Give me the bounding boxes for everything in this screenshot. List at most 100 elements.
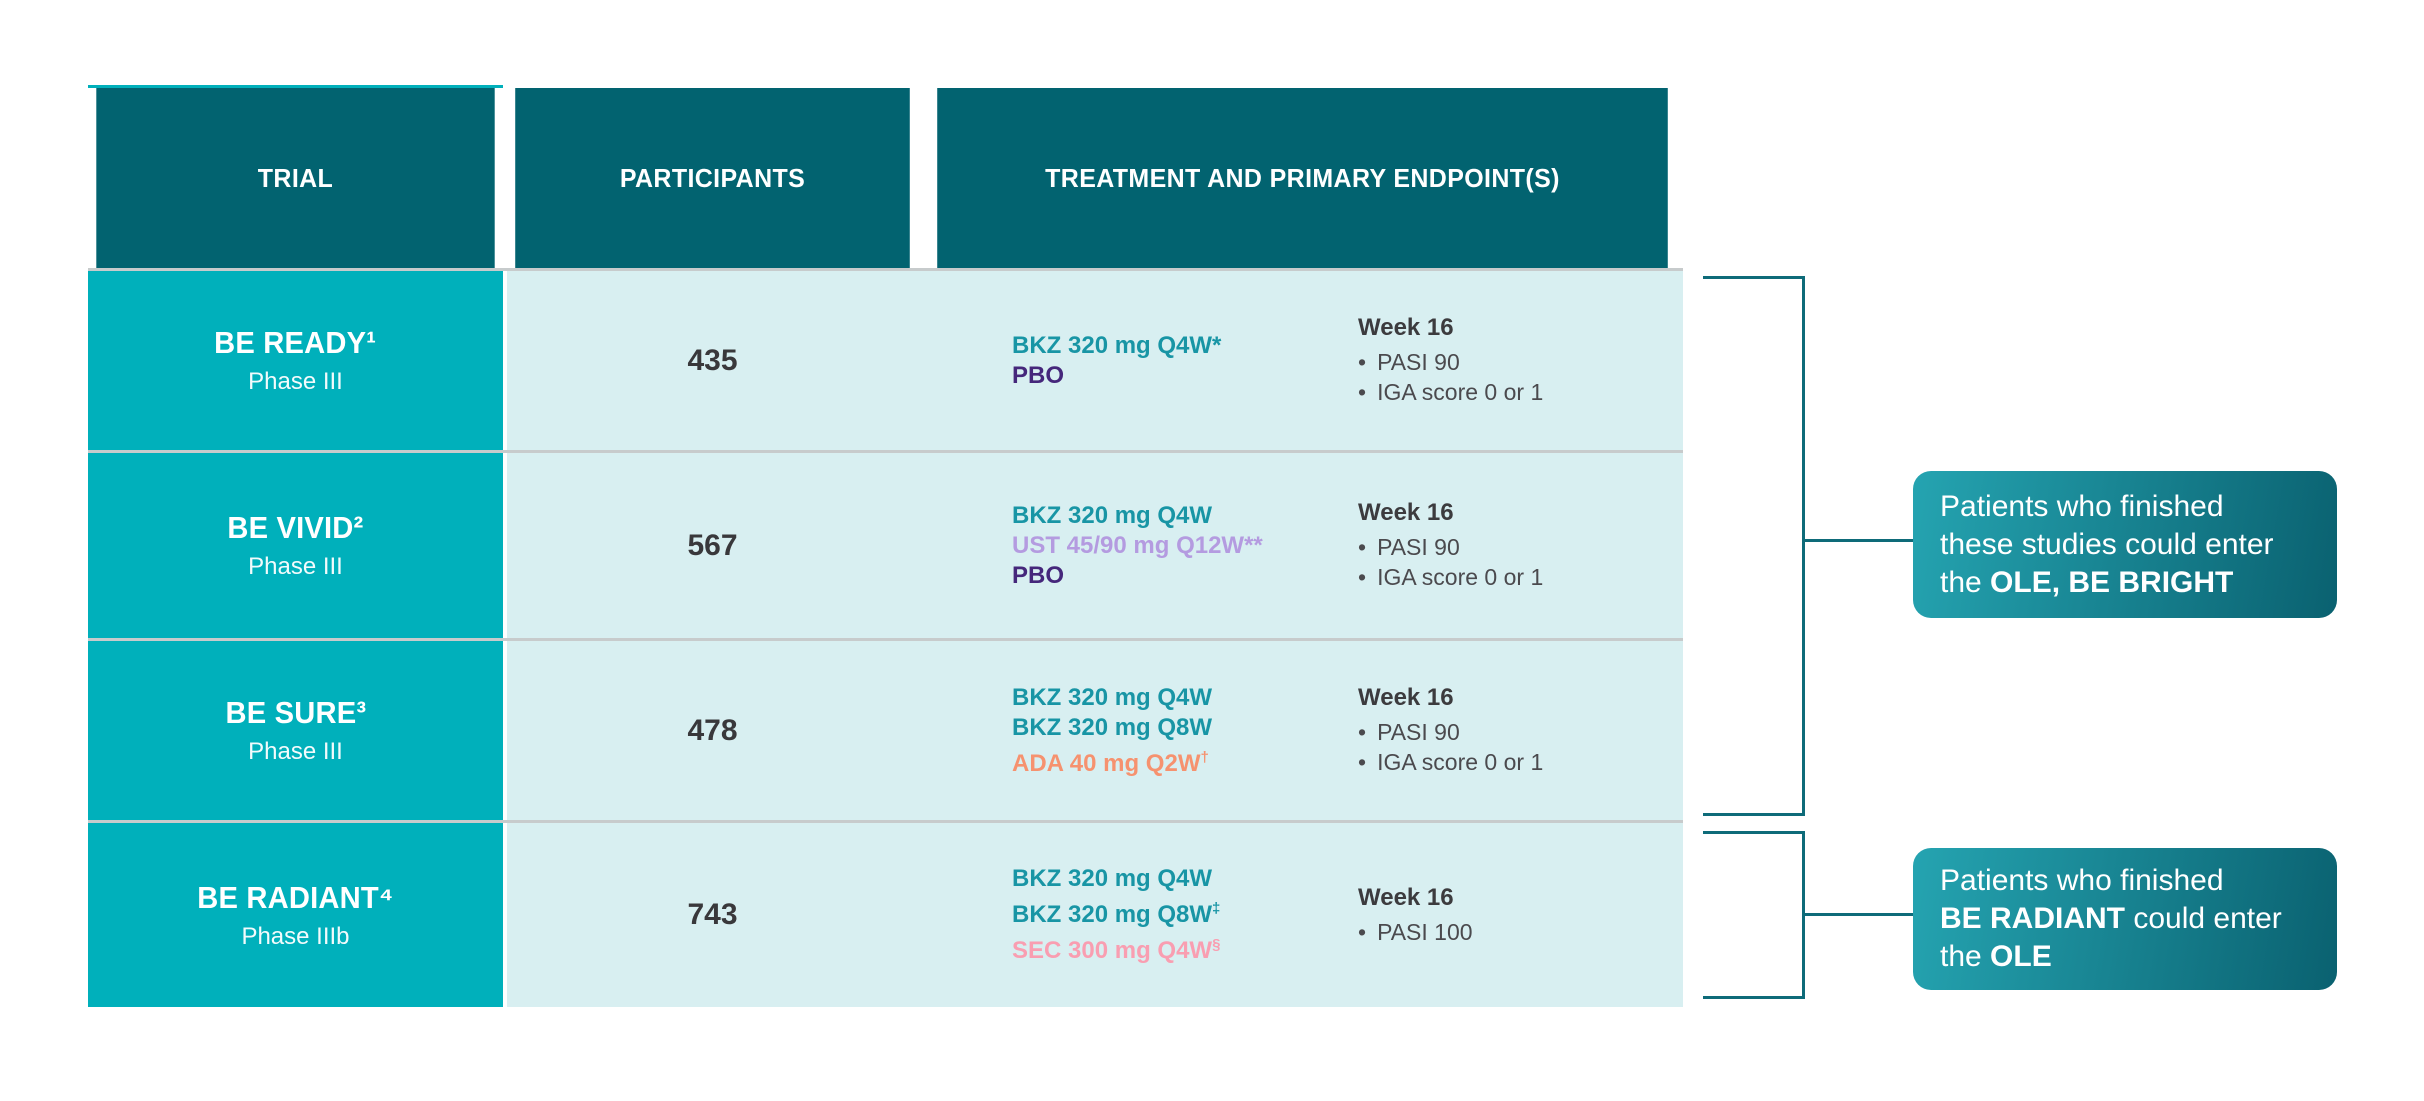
endpoint-bullet-text: IGA score 0 or 1 [1377, 564, 1544, 590]
bullet-icon: • [1358, 918, 1367, 945]
callout-text-segment: OLE, BE BRIGHT [1990, 565, 2234, 599]
column-divider [503, 641, 507, 820]
treatment-list: BKZ 320 mg Q4W BKZ 320 mg Q8W‡ SEC 300 mg … [1012, 864, 1342, 966]
treatment-line: PBO [1012, 361, 1065, 389]
treatment-list: BKZ 320 mg Q4W* PBO [1012, 331, 1342, 391]
bullet-icon: • [1358, 349, 1367, 375]
participants-value: 478 [687, 713, 738, 747]
endpoint-bullet: • PASI 90 [1358, 717, 1543, 747]
treatment-line: PBO [1012, 561, 1065, 589]
trials-table: TRIAL PARTICIPANTS TREATMENT AND PRIMARY… [88, 85, 1683, 1007]
callout-line: Patients who finished [1940, 488, 2337, 526]
treatment-line: SEC 300 mg Q4W§ [1012, 936, 1221, 964]
endpoint-bullet-text: PASI 90 [1377, 534, 1460, 560]
column-divider [503, 453, 507, 638]
row-separator [88, 820, 1683, 823]
bracket-study-4 [1703, 831, 1805, 999]
column-divider [503, 271, 507, 450]
endpoint-block: Week 16 • PASI 100 [1358, 884, 1473, 947]
callout-text-segment: Patients who finished [1940, 864, 2224, 897]
endpoint-bullet-text: PASI 90 [1377, 349, 1460, 375]
header-divider [503, 88, 507, 268]
bullet-icon: • [1358, 749, 1367, 775]
callout-line: BE RADIANT could enter [1940, 900, 2337, 938]
row-separator [88, 638, 1683, 641]
bracket-studies-1-3 [1703, 276, 1805, 816]
treatment-line: BKZ 320 mg Q4W [1012, 865, 1213, 892]
treatment-list: BKZ 320 mg Q4W BKZ 320 mg Q8W ADA 40 mg Q2… [1012, 683, 1342, 779]
callout-text-segment: the [1940, 940, 1991, 973]
trial-phase: Phase III [248, 553, 343, 580]
header-divider [918, 88, 922, 268]
endpoint-bullet: • PASI 90 [1358, 532, 1543, 562]
row-body-cell: 435 BKZ 320 mg Q4W* PBO Week 16 • PASI 90 • IGA… [507, 271, 1683, 450]
endpoint-bullet-text: IGA score 0 or 1 [1377, 749, 1544, 775]
endpoint-bullet: • IGA score 0 or 1 [1358, 747, 1543, 777]
bullet-icon: • [1358, 379, 1367, 405]
bracket-connector-2 [1805, 913, 1913, 916]
column-divider [503, 823, 507, 1007]
bullet-icon: • [1358, 534, 1367, 560]
trial-cell: BE SURE³ Phase III [88, 641, 503, 820]
trial-name: BE SURE³ [225, 695, 366, 730]
header-treatment-endpoints: TREATMENT AND PRIMARY ENDPOINT(S) [937, 88, 1668, 268]
trial-phase: Phase III [248, 368, 343, 395]
endpoint-bullet: • IGA score 0 or 1 [1358, 377, 1543, 407]
treatment-line: BKZ 320 mg Q4W [1012, 683, 1213, 711]
trial-phase: Phase IIIb [241, 922, 350, 950]
endpoint-block: Week 16 • PASI 90 • IGA score 0 or 1 [1358, 684, 1543, 777]
treatment-line: BKZ 320 mg Q4W* [1012, 331, 1222, 359]
treatment-line: BKZ 320 mg Q4W [1012, 501, 1213, 529]
callout-text-segment: could enter [2125, 902, 2282, 935]
callout-text-segment: BE RADIANT [1940, 902, 2125, 935]
callout-line: Patients who finished [1940, 862, 2337, 900]
endpoint-bullet: • PASI 90 [1358, 347, 1543, 377]
treatment-line: BKZ 320 mg Q8W‡ [1012, 900, 1221, 928]
endpoint-bullet: • IGA score 0 or 1 [1358, 562, 1543, 592]
endpoint-week: Week 16 [1358, 499, 1454, 526]
callout-line: these studies could enter [1940, 526, 2337, 564]
trial-column-top-edge [88, 85, 503, 88]
trial-phase: Phase III [248, 738, 343, 765]
endpoint-bullet-text: PASI 90 [1377, 719, 1460, 745]
table-row: BE SURE³ Phase III 478 BKZ 320 mg Q4W BKZ 32… [88, 641, 1683, 820]
treatment-footnote-mark: § [1212, 936, 1221, 953]
endpoint-bullet-text: IGA score 0 or 1 [1377, 379, 1544, 405]
endpoint-bullet: • PASI 100 [1358, 917, 1473, 947]
row-body-cell: 478 BKZ 320 mg Q4W BKZ 320 mg Q8W ADA 40 mg… [507, 641, 1683, 820]
row-separator [88, 268, 1683, 271]
callout-line: the OLE [1940, 938, 2337, 976]
callout-ole-be-radiant: Patients who finished BE RADIANT could en… [1913, 848, 2337, 990]
callout-text-segment: OLE [1990, 940, 2052, 973]
treatment-line: UST 45/90 mg Q12W** [1012, 531, 1263, 559]
table-row: BE READY¹ Phase III 435 BKZ 320 mg Q4W* PBO W… [88, 271, 1683, 450]
callout-text-segment: the [1940, 565, 1991, 599]
bullet-icon: • [1358, 564, 1367, 590]
endpoint-block: Week 16 • PASI 90 • IGA score 0 or 1 [1358, 499, 1543, 592]
treatment-line: BKZ 320 mg Q8W [1012, 713, 1213, 741]
treatment-footnote-mark: † [1200, 748, 1209, 766]
endpoint-block: Week 16 • PASI 90 • IGA score 0 or 1 [1358, 314, 1543, 407]
participants-value: 435 [687, 343, 738, 377]
table-row: BE VIVID² Phase III 567 BKZ 320 mg Q4W UST 4… [88, 453, 1683, 638]
participants-value: 743 [687, 898, 738, 931]
bracket-connector-1 [1805, 539, 1913, 542]
table-body: BE READY¹ Phase III 435 BKZ 320 mg Q4W* PBO W… [88, 268, 1683, 1007]
trial-name: BE READY¹ [214, 325, 377, 360]
trial-name: BE RADIANT⁴ [197, 879, 394, 915]
row-body-cell: 743 BKZ 320 mg Q4W BKZ 320 mg Q8W‡ SEC 300 … [507, 823, 1683, 1007]
row-body-cell: 567 BKZ 320 mg Q4W UST 45/90 mg Q12W** PBO W… [507, 453, 1683, 638]
callout-text-segment: these studies could enter [1940, 527, 2274, 561]
header-participants: PARTICIPANTS [515, 88, 910, 268]
callout-ole-be-bright: Patients who finished these studies could… [1913, 471, 2337, 618]
trial-cell: BE RADIANT⁴ Phase IIIb [88, 823, 503, 1007]
trial-name: BE VIVID² [227, 510, 364, 545]
bullet-icon: • [1358, 719, 1367, 745]
callout-text-segment: Patients who finished [1940, 489, 2224, 523]
treatment-list: BKZ 320 mg Q4W UST 45/90 mg Q12W** PBO [1012, 501, 1342, 591]
endpoint-week: Week 16 [1358, 684, 1454, 711]
trial-cell: BE READY¹ Phase III [88, 271, 503, 450]
table-header-row: TRIAL PARTICIPANTS TREATMENT AND PRIMARY… [88, 88, 1683, 268]
endpoint-week: Week 16 [1358, 314, 1454, 341]
header-trial: TRIAL [96, 88, 495, 268]
